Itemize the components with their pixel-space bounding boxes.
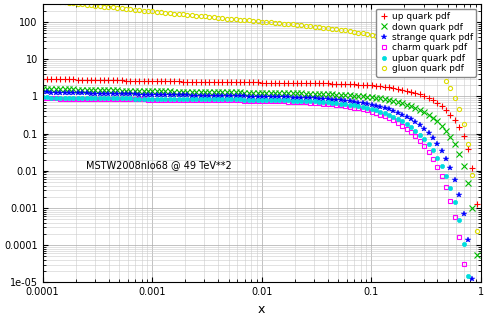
strange quark pdf xyxy=(377,105,383,109)
up quark pdf xyxy=(474,202,480,206)
Legend: up quark pdf, down quark pdf, strange quark pdf, charm quark pdf, upbar quark pd: up quark pdf, down quark pdf, strange qu… xyxy=(376,9,476,77)
strange quark pdf xyxy=(255,95,261,99)
charm quark pdf xyxy=(242,99,247,102)
charm quark pdf xyxy=(364,108,370,112)
Line: up quark pdf: up quark pdf xyxy=(40,76,480,207)
strange quark pdf xyxy=(141,93,146,97)
charm quark pdf xyxy=(465,298,471,302)
down quark pdf xyxy=(264,91,269,95)
down quark pdf xyxy=(141,89,146,93)
X-axis label: x: x xyxy=(258,303,265,316)
down quark pdf xyxy=(452,142,458,146)
down quark pdf xyxy=(474,253,480,257)
up quark pdf xyxy=(299,81,305,85)
upbar quark pdf xyxy=(364,106,370,110)
up quark pdf xyxy=(264,81,269,84)
gluon quark pdf xyxy=(40,0,45,2)
up quark pdf xyxy=(141,79,146,83)
Line: upbar quark pdf: upbar quark pdf xyxy=(41,95,470,278)
charm quark pdf xyxy=(307,100,313,104)
charm quark pdf xyxy=(75,97,81,101)
upbar quark pdf xyxy=(75,96,81,100)
upbar quark pdf xyxy=(277,98,283,102)
upbar quark pdf xyxy=(307,99,313,103)
charm quark pdf xyxy=(66,97,72,100)
gluon quark pdf xyxy=(299,23,305,27)
Line: strange quark pdf: strange quark pdf xyxy=(40,90,475,282)
down quark pdf xyxy=(299,92,305,95)
gluon quark pdf xyxy=(264,20,269,24)
strange quark pdf xyxy=(171,93,177,97)
down quark pdf xyxy=(439,124,445,128)
gluon quark pdf xyxy=(141,9,146,12)
charm quark pdf xyxy=(277,99,283,103)
upbar quark pdf xyxy=(242,98,247,101)
Line: gluon quark pdf: gluon quark pdf xyxy=(41,0,479,234)
gluon quark pdf xyxy=(123,7,129,11)
down quark pdf xyxy=(123,89,129,92)
down quark pdf xyxy=(40,87,45,91)
strange quark pdf xyxy=(154,93,160,97)
up quark pdf xyxy=(439,104,445,108)
charm quark pdf xyxy=(40,96,45,100)
strange quark pdf xyxy=(469,277,475,281)
strange quark pdf xyxy=(268,95,274,99)
gluon quark pdf xyxy=(439,73,445,76)
up quark pdf xyxy=(40,77,45,81)
gluon quark pdf xyxy=(474,229,480,233)
Line: charm quark pdf: charm quark pdf xyxy=(41,96,470,302)
upbar quark pdf xyxy=(465,274,471,278)
Line: down quark pdf: down quark pdf xyxy=(40,86,480,258)
strange quark pdf xyxy=(40,91,45,94)
Text: MSTW2008nlo68 @ 49 TeV**2: MSTW2008nlo68 @ 49 TeV**2 xyxy=(86,160,232,170)
upbar quark pdf xyxy=(40,95,45,99)
up quark pdf xyxy=(452,118,458,122)
gluon quark pdf xyxy=(452,96,458,100)
up quark pdf xyxy=(123,79,129,83)
upbar quark pdf xyxy=(66,96,72,100)
